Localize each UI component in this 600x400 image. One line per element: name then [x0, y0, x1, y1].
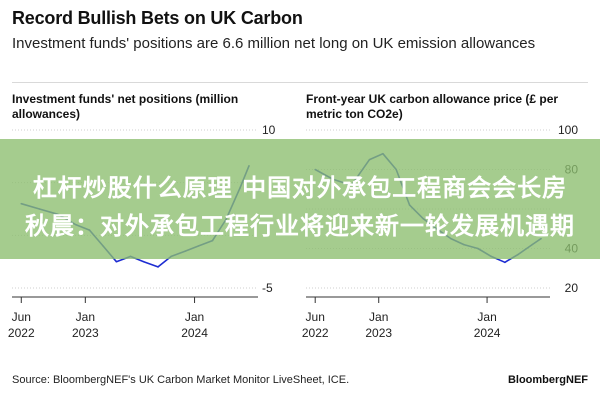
source-note: Source: BloombergNEF's UK Carbon Market …: [12, 374, 350, 386]
x-tick-label: 2022: [8, 326, 35, 340]
data-point: [115, 260, 118, 263]
overlay-banner: [0, 139, 600, 259]
data-point: [142, 260, 145, 263]
data-point: [504, 261, 506, 264]
x-tick-label: 2023: [72, 326, 99, 340]
x-tick-label: Jan: [76, 310, 95, 324]
header-divider: [12, 82, 588, 83]
x-tick-label: 2022: [302, 326, 329, 340]
y-tick-label: 100: [558, 123, 578, 137]
brand-logo: BloombergNEF: [507, 374, 588, 386]
y-tick-label: 20: [565, 281, 579, 295]
x-tick-label: 2024: [181, 326, 208, 340]
x-tick-label: Jan: [477, 310, 496, 324]
x-tick-label: 2024: [474, 326, 501, 340]
chart-subtitle: Investment funds' positions are 6.6 mill…: [12, 35, 536, 52]
x-tick-label: Jan: [369, 310, 388, 324]
banner-line-2: 秋晨：对外承包工程行业将迎来新一轮发展机遇期: [25, 212, 575, 240]
data-point: [157, 266, 159, 268]
y-tick-label: 10: [262, 123, 276, 137]
y-tick-label: -5: [262, 281, 273, 295]
x-tick-label: Jan: [185, 310, 204, 324]
x-tick-label: Jun: [306, 310, 325, 324]
x-tick-label: 2023: [365, 326, 392, 340]
banner-line-1: 杠杆炒股什么原理 中国对外承包工程商会会长房: [32, 174, 568, 202]
x-tick-label: Jun: [12, 310, 31, 324]
right-panel-title: Front-year UK carbon allowance price (£ …: [306, 92, 559, 121]
chart-title: Record Bullish Bets on UK Carbon: [12, 8, 303, 28]
left-panel-title: Investment funds' net positions (million…: [12, 92, 239, 121]
